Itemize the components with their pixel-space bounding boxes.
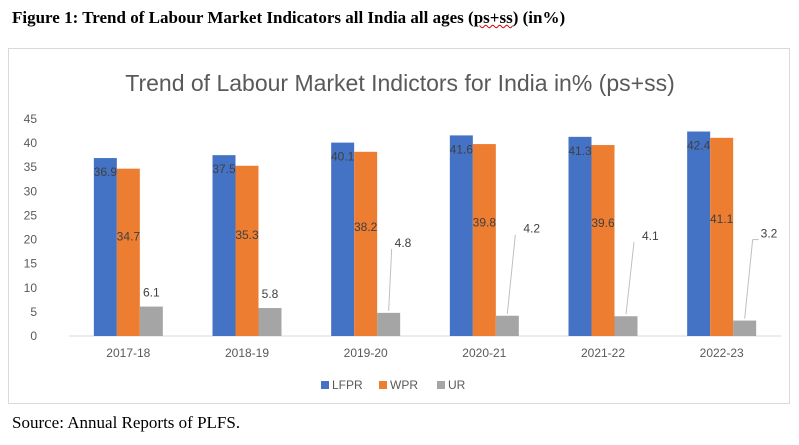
y-tick-label: 10	[24, 281, 38, 295]
ur-leader-line	[506, 234, 516, 314]
data-label-ur: 5.8	[262, 287, 279, 301]
legend-label-wpr: WPR	[390, 378, 418, 392]
caption-suffix: ) (in%)	[512, 8, 566, 27]
bar-ur	[258, 308, 282, 336]
bar-wpr	[235, 165, 259, 336]
figure-caption: Figure 1: Trend of Labour Market Indicat…	[12, 8, 565, 28]
data-label-lfpr: 41.3	[568, 144, 592, 158]
bar-lfpr	[687, 131, 711, 336]
legend-swatch-ur	[437, 381, 445, 389]
x-tick-label: 2019-20	[344, 346, 388, 360]
ur-leader-line	[625, 242, 635, 315]
data-label-lfpr: 37.5	[212, 162, 236, 176]
bar-wpr	[710, 137, 734, 336]
bar-wpr	[472, 144, 496, 336]
legend-label-lfpr: LFPR	[332, 378, 363, 392]
bar-ur	[733, 320, 757, 336]
bar-chart: Trend of Labour Market Indictors for Ind…	[24, 70, 781, 392]
bar-lfpr	[212, 155, 236, 336]
y-tick-label: 25	[24, 208, 38, 222]
data-label-wpr: 39.6	[591, 216, 615, 230]
y-tick-label: 45	[24, 112, 38, 126]
bar-lfpr	[93, 158, 117, 336]
chart-area: Trend of Labour Market Indictors for Ind…	[8, 48, 790, 404]
caption-spellcheck-word: ps+ss	[473, 8, 513, 27]
bar-wpr	[591, 145, 615, 336]
data-label-wpr: 41.1	[710, 212, 734, 226]
data-label-ur: 4.2	[523, 222, 540, 236]
data-label-ur: 3.2	[761, 227, 778, 241]
y-tick-label: 0	[30, 329, 37, 343]
data-label-wpr: 39.8	[473, 216, 497, 230]
data-label-ur: 4.1	[642, 229, 659, 243]
y-tick-label: 5	[30, 305, 37, 319]
bar-lfpr	[449, 135, 473, 336]
caption-prefix: Figure 1: Trend of Labour Market Indicat…	[12, 8, 474, 27]
x-tick-label: 2018-19	[225, 346, 269, 360]
x-tick-label: 2021-22	[581, 346, 625, 360]
bar-ur	[614, 316, 638, 336]
bar-wpr	[354, 151, 378, 336]
data-label-lfpr: 40.1	[331, 150, 355, 164]
data-label-lfpr: 42.4	[687, 139, 711, 153]
legend-swatch-lfpr	[321, 381, 329, 389]
data-label-wpr: 38.2	[354, 220, 378, 234]
x-axis: 2017-18 2018-19 2019-20 2020-21 2021-22 2022-…	[106, 346, 744, 360]
chart-title: Trend of Labour Market Indictors for Ind…	[125, 70, 674, 96]
bars	[93, 131, 757, 336]
legend-label-ur: UR	[448, 378, 466, 392]
legend-swatch-wpr	[379, 381, 387, 389]
ur-leader-line	[744, 239, 754, 319]
y-tick-label: 20	[24, 233, 38, 247]
ur-leader-line	[388, 248, 393, 311]
bar-ur	[139, 306, 163, 336]
y-tick-label: 30	[24, 184, 38, 198]
data-label-lfpr: 41.6	[450, 142, 474, 156]
data-label-wpr: 35.3	[235, 228, 259, 242]
x-tick-label: 2020-21	[462, 346, 506, 360]
data-label-ur: 4.8	[395, 236, 412, 250]
data-label-wpr: 34.7	[117, 230, 141, 244]
y-tick-label: 15	[24, 257, 38, 271]
bar-ur	[377, 312, 401, 336]
x-tick-label: 2022-23	[700, 346, 744, 360]
data-label-ur: 6.1	[143, 286, 160, 300]
y-tick-label: 40	[24, 136, 38, 150]
y-axis: 0 5 10 15 20 25 30 35 40 45	[24, 112, 781, 343]
bar-ur	[495, 315, 519, 336]
x-tick-label: 2017-18	[106, 346, 150, 360]
data-label-lfpr: 36.9	[94, 165, 118, 179]
bar-lfpr	[568, 136, 592, 336]
source-note: Source: Annual Reports of PLFS.	[12, 413, 241, 432]
bar-wpr	[116, 168, 140, 336]
bar-lfpr	[331, 142, 355, 336]
y-tick-label: 35	[24, 160, 38, 174]
data-labels: 36.9 34.7 6.1 37.5 35.3 5.8 40.1 38.2 4.8 41.6 39.…	[94, 139, 778, 319]
legend: LFPR WPR UR	[321, 378, 466, 392]
